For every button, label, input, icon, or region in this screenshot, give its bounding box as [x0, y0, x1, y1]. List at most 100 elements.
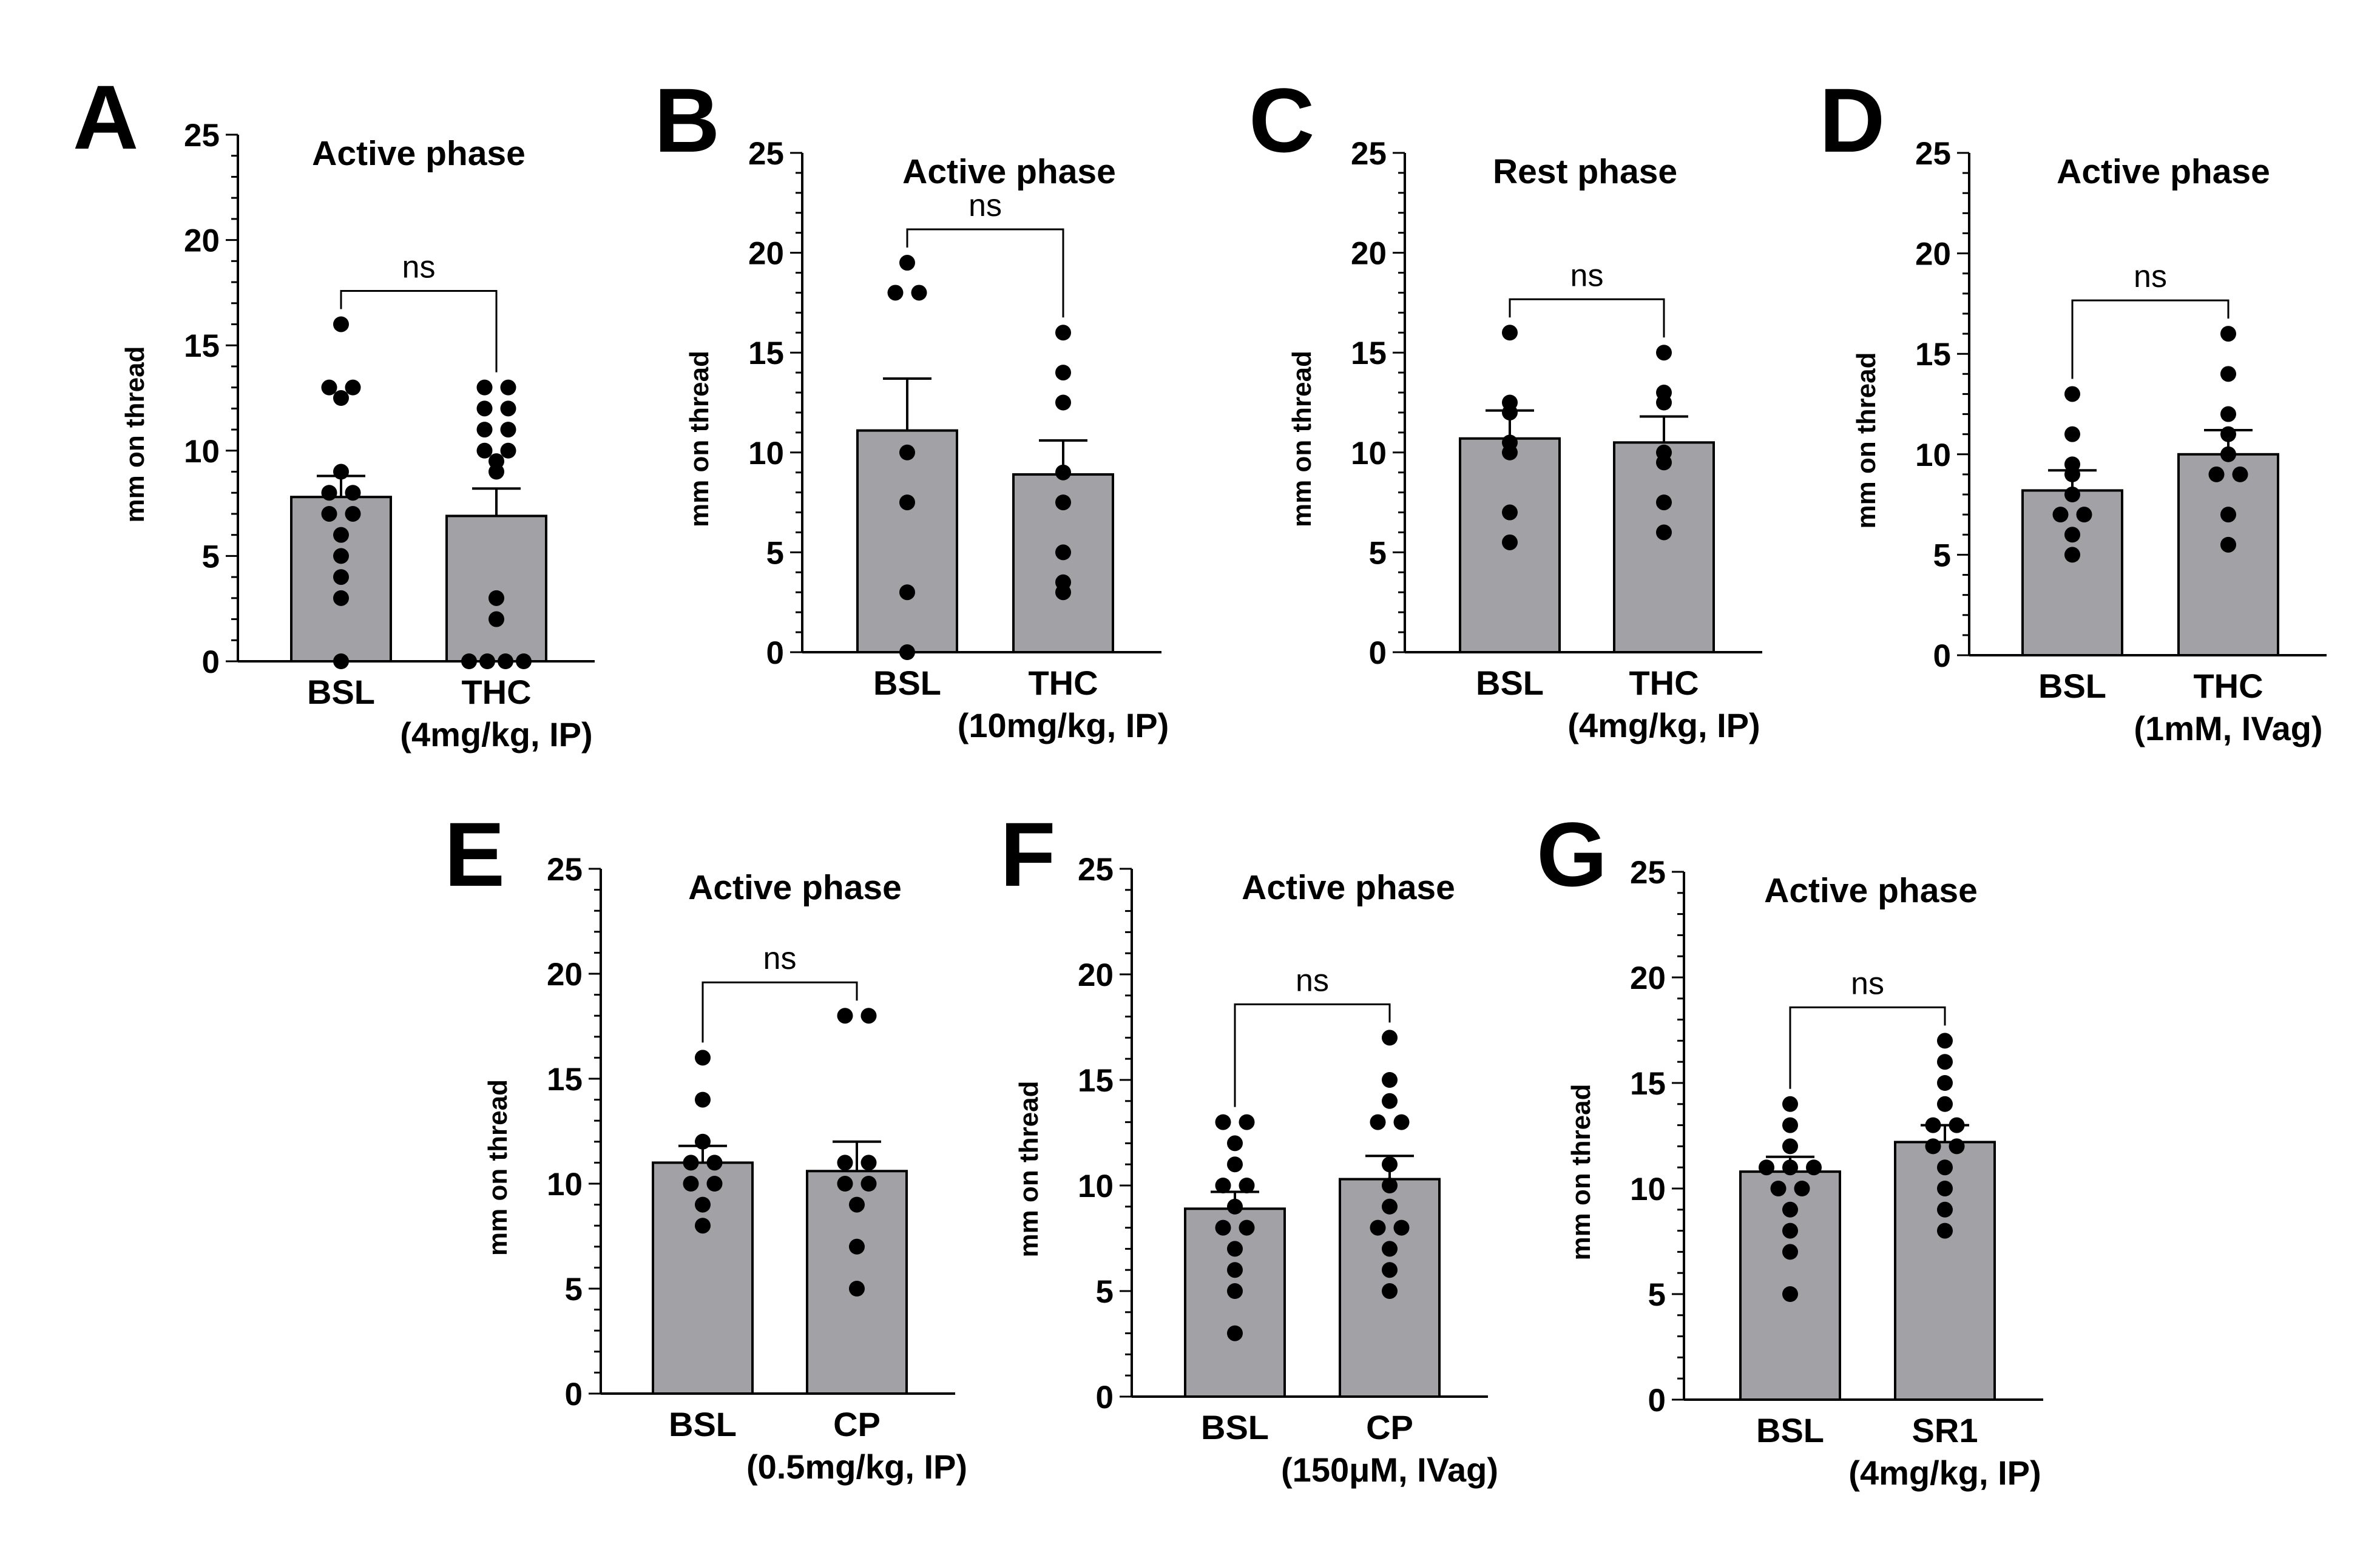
data-point [345, 505, 361, 522]
data-point [321, 505, 337, 522]
data-point [2220, 326, 2236, 342]
x-category-label: (0.5mg/kg, IP) [746, 1448, 967, 1486]
panel-letter: E [444, 803, 505, 905]
data-point [476, 400, 493, 417]
data-point [1382, 1072, 1398, 1088]
data-point [500, 442, 516, 459]
y-tick-label: 10 [184, 434, 220, 470]
data-point [1937, 1181, 1953, 1196]
data-point [1055, 584, 1071, 601]
data-point [476, 442, 493, 459]
data-point [321, 379, 337, 396]
data-point [1370, 1114, 1386, 1130]
data-point [1239, 1219, 1255, 1236]
y-tick-label: 5 [202, 539, 220, 575]
y-tick-label: 10 [547, 1167, 583, 1202]
data-point [899, 255, 915, 271]
y-tick-label: 0 [202, 644, 220, 680]
y-tick-label: 15 [184, 328, 220, 364]
y-tick-label: 0 [1369, 635, 1387, 671]
data-point [860, 1176, 877, 1192]
y-tick-label: 0 [1933, 638, 1951, 674]
significance-label: ns [402, 249, 436, 285]
data-point [695, 1050, 711, 1066]
data-point [1215, 1114, 1231, 1130]
y-axis-label: mm on thread [483, 1079, 513, 1256]
panel-letter: F [1000, 803, 1056, 905]
data-point [1502, 434, 1518, 451]
data-point [706, 1155, 723, 1171]
significance-label: ns [1570, 258, 1604, 293]
data-point [1782, 1201, 1798, 1218]
y-axis-label: mm on thread [1014, 1081, 1044, 1258]
data-point [1502, 504, 1518, 521]
data-point [476, 422, 493, 438]
data-point [1382, 1283, 1398, 1299]
data-point [1055, 365, 1071, 381]
x-category-label: THC [461, 673, 531, 711]
data-point [1656, 524, 1672, 541]
data-point [333, 316, 349, 332]
x-category-label: THC [2193, 667, 2263, 705]
data-point [1227, 1241, 1243, 1257]
data-point [837, 1008, 853, 1024]
panel-g: G Active phase mm on thread 0 5 10 15 20 25 BSL SR… [1537, 803, 2043, 1492]
x-category-label: BSL [1476, 664, 1544, 702]
y-axis-label: mm on thread [1566, 1084, 1596, 1261]
data-point [1937, 1075, 1953, 1091]
data-point [321, 485, 337, 501]
data-point [899, 644, 915, 660]
data-point [2208, 466, 2225, 482]
data-point [2220, 507, 2236, 523]
data-point [333, 548, 349, 564]
data-point [1055, 394, 1071, 411]
y-tick-label: 5 [565, 1272, 583, 1307]
bar-bsl [856, 429, 958, 653]
data-point [345, 379, 361, 396]
y-tick-label: 5 [1933, 538, 1951, 573]
data-point [500, 422, 516, 438]
data-point [1382, 1262, 1398, 1278]
data-point [849, 1238, 865, 1255]
data-point [860, 1155, 877, 1171]
data-point [1937, 1033, 1953, 1049]
y-tick-label: 15 [748, 336, 784, 371]
bar-bsl [2021, 489, 2123, 657]
x-category-label: CP [1366, 1408, 1413, 1446]
data-point [1370, 1219, 1386, 1236]
significance-bracket [340, 289, 498, 373]
y-axis-label: mm on thread [685, 351, 714, 527]
y-tick-label: 20 [1915, 237, 1951, 272]
data-point [1782, 1286, 1798, 1302]
panel-d: D Active phase mm on thread 0 5 10 15 20 25 BSL TH… [1819, 69, 2327, 747]
data-point [2064, 386, 2080, 402]
x-category-label: BSL [669, 1405, 737, 1443]
significance-label: ns [1296, 963, 1329, 998]
data-point [849, 1281, 865, 1297]
data-point [860, 1008, 877, 1024]
y-tick-label: 0 [766, 635, 784, 671]
significance-bracket [906, 228, 1064, 318]
data-point [479, 653, 495, 669]
data-point [1382, 1030, 1398, 1046]
data-point [1382, 1178, 1398, 1193]
data-point [911, 285, 927, 301]
data-point [706, 1176, 723, 1192]
data-point [695, 1091, 711, 1108]
data-point [1502, 404, 1518, 420]
data-point [1239, 1178, 1255, 1193]
data-point [2220, 426, 2236, 442]
data-point [345, 485, 361, 501]
significance-label: ns [1851, 966, 1884, 1001]
panel-f: F Active phase mm on thread 0 5 10 15 20 25 BSL CP… [1000, 803, 1498, 1489]
data-point [899, 444, 915, 460]
y-tick-label: 15 [547, 1062, 583, 1098]
bar-thc [2177, 453, 2279, 656]
data-point [837, 1176, 853, 1192]
data-point [1227, 1325, 1243, 1341]
data-point [1949, 1138, 1965, 1155]
bar-thc [1613, 441, 1715, 654]
y-tick-label: 20 [547, 957, 583, 993]
y-tick-label: 10 [1351, 436, 1387, 471]
panel-title: Active phase [902, 152, 1116, 191]
